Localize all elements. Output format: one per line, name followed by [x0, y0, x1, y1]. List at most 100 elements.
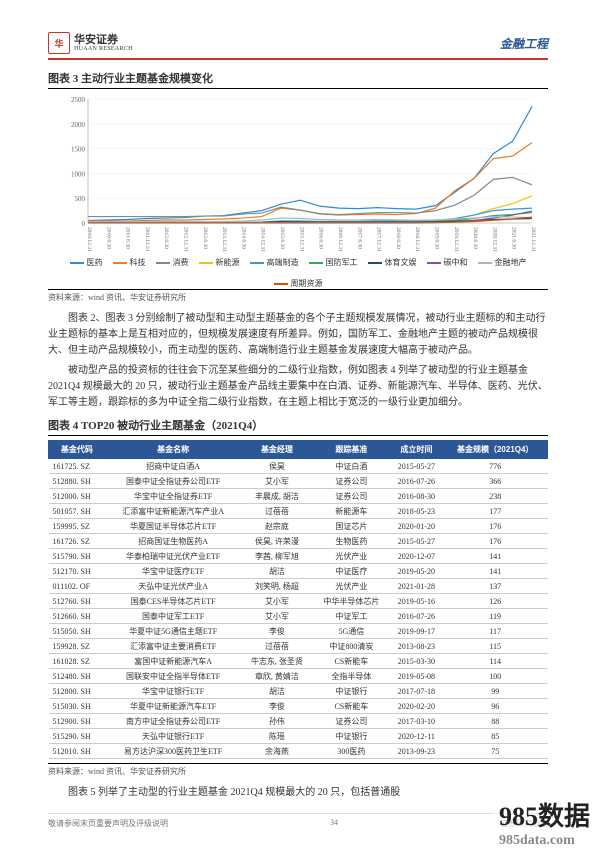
table-row: 512760. SH国泰CES半导体芯片ETF艾小军中华半导体芯片2019-05… — [49, 594, 548, 609]
watermark-main: 985数据 — [499, 802, 590, 831]
svg-text:0: 0 — [82, 220, 86, 228]
table-cell: 华夏中证新能源汽车ETF — [105, 699, 241, 714]
table-cell: 生物医药 — [313, 534, 390, 549]
table-cell: 2019-05-08 — [390, 669, 443, 684]
table-cell: 艾小军 — [241, 609, 313, 624]
table-cell: 512900. SH — [49, 714, 106, 729]
table-row: 011102. OF天弘中证光伏产业A刘笑明, 杨超光伏产业2021-01-28… — [49, 579, 548, 594]
table-row: 161726. SZ招商国证生物医药A侯昊, 许荣漫生物医药2015-05-27… — [49, 534, 548, 549]
table-cell: 中证医疗 — [313, 564, 390, 579]
table-cell: 366 — [443, 474, 548, 489]
table-cell: 512000. SH — [49, 489, 106, 504]
table-cell: 招商国证生物医药A — [105, 534, 241, 549]
svg-text:2020.6.30: 2020.6.30 — [472, 227, 478, 249]
table-cell: 胡洁 — [241, 564, 313, 579]
table-cell: 国泰CES半导体芯片ETF — [105, 594, 241, 609]
table-cell: 中证800清炭 — [313, 639, 390, 654]
legend-item: 高端制造 — [250, 257, 299, 268]
table-cell: 2018-05-23 — [390, 504, 443, 519]
table4-source: 资料来源：wind 资讯、华安证券研究所 — [48, 763, 548, 777]
table-row: 512800. SH华宝中证银行ETF胡洁中证银行2017-07-1899 — [49, 684, 548, 699]
table-header-cell: 跟踪基准 — [313, 441, 390, 459]
table-cell: 85 — [443, 729, 548, 744]
svg-text:2011.12.31: 2011.12.31 — [144, 227, 150, 252]
table-cell: 余海燕 — [241, 744, 313, 759]
table-cell: 新能源车 — [313, 504, 390, 519]
table-row: 512170. SH华宝中证医疗ETF胡洁中证医疗2019-05-20141 — [49, 564, 548, 579]
table-cell: 99 — [443, 684, 548, 699]
table-cell: 汇添富中证主要消费ETF — [105, 639, 241, 654]
table-cell: 易方达沪深300医药卫生ETF — [105, 744, 241, 759]
table-cell: 515790. SH — [49, 549, 106, 564]
table-cell: 艾小军 — [241, 474, 313, 489]
table-cell: 2013-09-23 — [390, 744, 443, 759]
svg-text:2014.12.31: 2014.12.31 — [260, 227, 266, 252]
table-cell: 艾小军 — [241, 594, 313, 609]
table-cell: 天弘中证光伏产业A — [105, 579, 241, 594]
table-row: 512000. SH华宝中证全指证券ETF丰晨成, 胡洁证券公司2016-08-… — [49, 489, 548, 504]
table-cell: 丰晨成, 胡洁 — [241, 489, 313, 504]
svg-text:2000: 2000 — [71, 121, 86, 129]
table-cell: 华夏中证5G通信主题ETF — [105, 624, 241, 639]
svg-text:2017.6.30: 2017.6.30 — [356, 227, 362, 249]
table-cell: 141 — [443, 549, 548, 564]
table-cell: 2019-09-17 — [390, 624, 443, 639]
footer-center: 34 — [330, 818, 338, 829]
table-cell: 512170. SH — [49, 564, 106, 579]
svg-text:500: 500 — [75, 195, 86, 203]
watermark: 985数据 985data.com — [493, 796, 596, 849]
table-cell: 国证芯片 — [313, 519, 390, 534]
table-cell: 南方中证全指证券公司ETF — [105, 714, 241, 729]
table-cell: 2017-03-10 — [390, 714, 443, 729]
table-cell: 119 — [443, 609, 548, 624]
table-cell: 141 — [443, 564, 548, 579]
legend-item: 科技 — [113, 257, 146, 268]
table-row: 159995. SZ华夏国证半导体芯片ETF赵宗庭国证芯片2020-01-201… — [49, 519, 548, 534]
table-cell: 招商中证白酒A — [105, 459, 241, 474]
logo-cn: 华安证券 — [74, 34, 133, 46]
table-cell: 天弘中证银行ETF — [105, 729, 241, 744]
svg-text:2016.12.31: 2016.12.31 — [337, 227, 343, 252]
table-header-cell: 基金代码 — [49, 441, 106, 459]
table-cell: 88 — [443, 714, 548, 729]
table-header-cell: 基金名称 — [105, 441, 241, 459]
table-cell: 侯昊, 许荣漫 — [241, 534, 313, 549]
table-cell: 国联安中证全指半导体ETF — [105, 669, 241, 684]
legend-item: 体育文娱 — [368, 257, 417, 268]
table-header-cell: 成立时间 — [390, 441, 443, 459]
svg-text:2020.12.31: 2020.12.31 — [491, 227, 497, 252]
table-cell: 115 — [443, 639, 548, 654]
logo: 华 华安证券 HUAAN RESEARCH — [48, 32, 133, 54]
table-cell: 512880. SH — [49, 474, 106, 489]
table-row: 512010. SH易方达沪深300医药卫生ETF余海燕300医药2013-09… — [49, 744, 548, 759]
table-cell: 161028. SZ — [49, 654, 106, 669]
table-cell: 512480. SH — [49, 669, 106, 684]
svg-text:2015.12.31: 2015.12.31 — [298, 227, 304, 252]
logo-en: HUAAN RESEARCH — [74, 46, 133, 53]
table-cell: 过蓓蓓 — [241, 639, 313, 654]
legend-item: 国防军工 — [309, 257, 358, 268]
table-cell: 2021-01-28 — [390, 579, 443, 594]
svg-text:2012.6.30: 2012.6.30 — [163, 227, 169, 249]
table-cell: 100 — [443, 669, 548, 684]
table-cell: 515030. SH — [49, 699, 106, 714]
chart3: 050010001500200025002010.12.312010.6.302… — [48, 93, 548, 253]
table-cell: 章欣, 黄婧洁 — [241, 669, 313, 684]
table-cell: 2020-12-07 — [390, 549, 443, 564]
table-cell: CS新能车 — [313, 699, 390, 714]
table-row: 512480. SH国联安中证全指半导体ETF章欣, 黄婧洁全指半导体2019-… — [49, 669, 548, 684]
table-row: 515050. SH华夏中证5G通信主题ETF李俊5G通信2019-09-171… — [49, 624, 548, 639]
table-cell: 刘笑明, 杨超 — [241, 579, 313, 594]
chart3-legend: 医药科技消费新能源高端制造国防军工体育文娱碳中和金融地产周期资源 — [48, 257, 548, 289]
svg-text:2011.6.30: 2011.6.30 — [125, 227, 131, 249]
table-cell: 159928. SZ — [49, 639, 106, 654]
table-row: 512900. SH南方中证全指证券公司ETF孙伟证券公司2017-03-108… — [49, 714, 548, 729]
paragraph-2: 被动型产品的投资标的往往会下沉至某些细分的二级行业指数，例如图表 4 列举了被动… — [48, 363, 548, 411]
table-cell: 2016-07-26 — [390, 609, 443, 624]
table-cell: 中证银行 — [313, 729, 390, 744]
table-cell: 177 — [443, 504, 548, 519]
table-cell: 中证军工 — [313, 609, 390, 624]
page-header: 华 华安证券 HUAAN RESEARCH 金融工程 — [48, 32, 548, 60]
table-cell: 华泰柏瑞中证光伏产业ETF — [105, 549, 241, 564]
table-cell: 96 — [443, 699, 548, 714]
